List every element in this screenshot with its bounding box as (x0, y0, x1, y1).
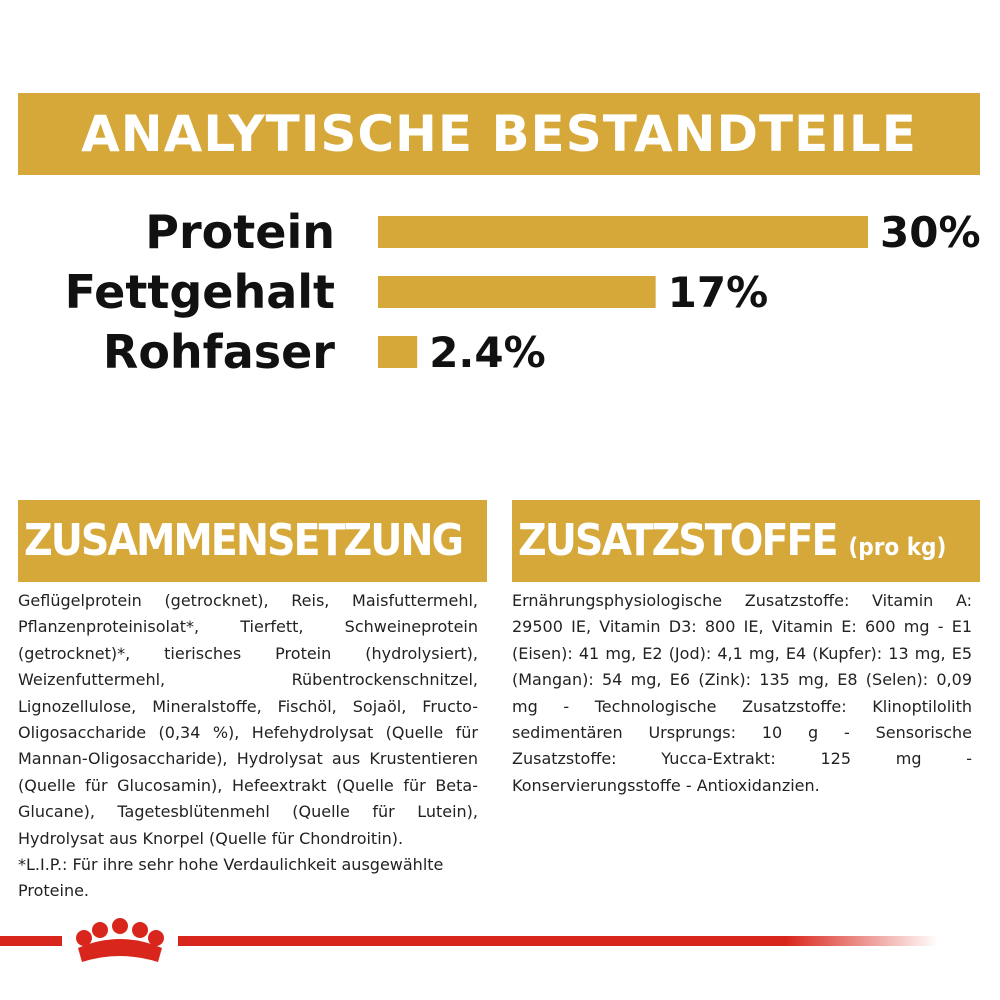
category-label: Rohfaser (103, 325, 335, 379)
logo (76, 918, 164, 962)
composition-text: Geflügelprotein (getrocknet), Reis, Mais… (18, 591, 478, 848)
bar (378, 216, 868, 248)
additives-text: Ernährungsphysiologische Zusatzstoffe: V… (512, 591, 972, 795)
category-label: Protein (145, 205, 335, 259)
header-title: ANALYTISCHE BESTANDTEILE (18, 93, 980, 175)
additives-suffix: (pro kg) (848, 533, 947, 561)
footer-line (178, 936, 938, 946)
composition-block: Geflügelprotein (getrocknet), Reis, Mais… (18, 588, 478, 905)
value-label: 2.4% (429, 328, 545, 377)
value-label: 30% (880, 208, 981, 257)
additives-title: ZUSATZSTOFFE (518, 515, 839, 566)
footer-line (0, 936, 62, 946)
additives-header: ZUSATZSTOFFE (pro kg) (512, 500, 980, 582)
bar (378, 336, 418, 368)
composition-title: ZUSAMMENSETZUNG (18, 500, 487, 582)
chart: Protein 30% Fettgehalt 17% Rohfaser 2.4% (65, 205, 981, 379)
value-label: 17% (668, 268, 769, 317)
category-label: Fettgehalt (65, 265, 335, 319)
composition-note: *L.I.P.: Für ihre sehr hohe Verdaulichke… (18, 855, 444, 901)
bar (378, 276, 656, 308)
